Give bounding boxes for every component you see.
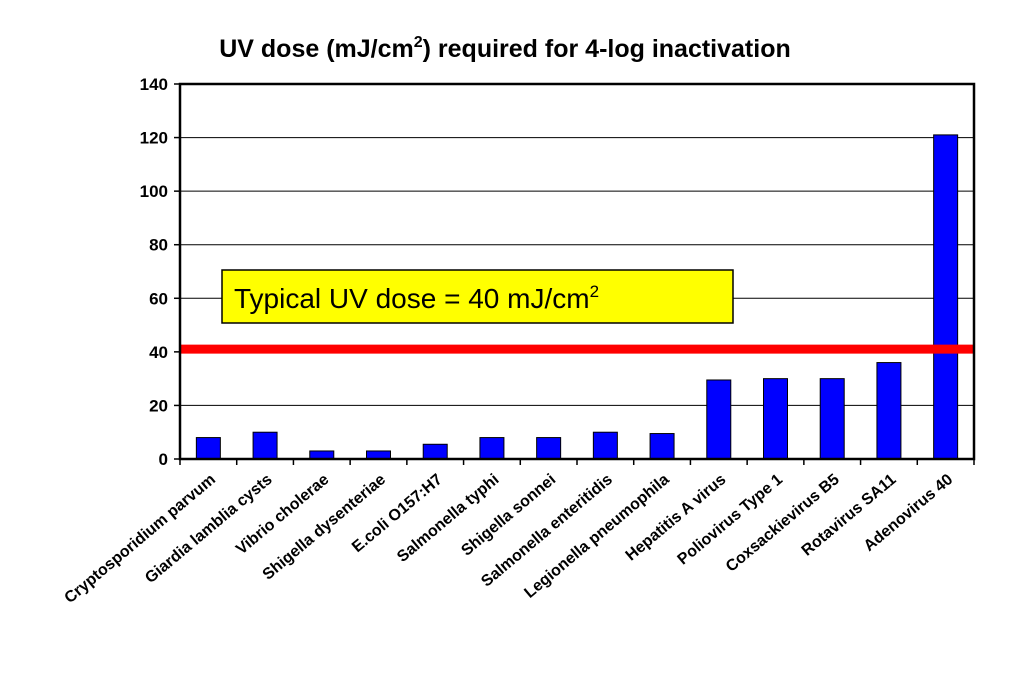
bar (649, 433, 675, 460)
y-tick-label: 60 (149, 289, 168, 308)
y-tick-label: 80 (149, 236, 168, 255)
y-tick-label: 120 (140, 129, 168, 148)
y-tick-label: 140 (140, 75, 168, 94)
annotation-text: Typical UV dose = 40 mJ/cm2 (234, 282, 599, 314)
bar (706, 379, 732, 460)
chart-title: UV dose (mJ/cm2) required for 4-log inac… (219, 34, 791, 63)
y-tick-label: 100 (140, 182, 168, 201)
bar (479, 437, 505, 460)
y-tick-label: 40 (149, 343, 168, 362)
bar (933, 134, 959, 460)
bar (876, 362, 902, 460)
x-category-label: Salmonella typhi (394, 471, 502, 566)
bar (763, 378, 788, 460)
bars (195, 134, 959, 460)
annotation-background (221, 269, 734, 324)
x-category-label: Shigella sonnei (458, 471, 559, 559)
annotation-text-prefix: Typical UV dose = 40 mJ/cm (234, 283, 590, 314)
chart-title-prefix: UV dose (mJ/cm (219, 35, 414, 63)
bar (536, 437, 562, 460)
chart-title-suffix: ) required for 4-log inactivation (423, 35, 791, 63)
bar (252, 431, 278, 460)
y-axis: 0 20 40 60 80 100 120 140 (140, 75, 180, 469)
x-category-label: Hepatitis A virus (623, 471, 730, 564)
chart-title-superscript: 2 (414, 34, 423, 51)
y-tick-label: 0 (159, 450, 168, 469)
bar (195, 437, 221, 460)
y-tick-label: 20 (149, 396, 168, 415)
x-category-label: Rotavirus SA11 (799, 471, 900, 560)
annotation-superscript: 2 (590, 282, 599, 301)
bar (819, 378, 845, 460)
annotation-box: Typical UV dose = 40 mJ/cm2 (221, 269, 734, 324)
x-category-label: Poliovirus Type 1 (675, 471, 787, 568)
bar (422, 443, 448, 460)
bar (592, 431, 618, 460)
